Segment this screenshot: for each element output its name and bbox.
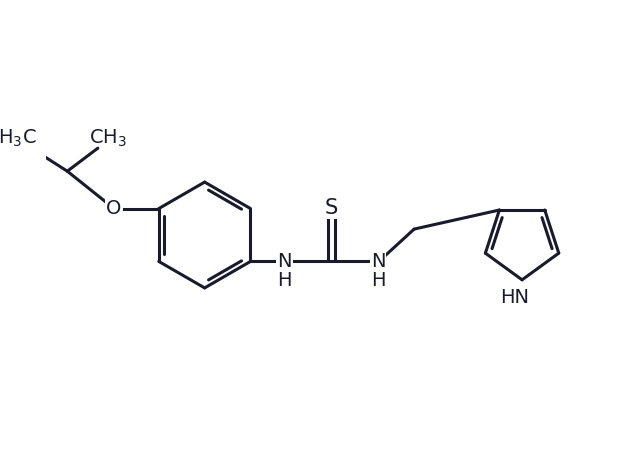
Text: O: O	[106, 199, 122, 218]
Text: H: H	[277, 271, 292, 290]
Text: N: N	[277, 252, 292, 271]
Text: N: N	[371, 252, 385, 271]
Text: CH$_3$: CH$_3$	[89, 128, 127, 149]
Text: S: S	[324, 198, 338, 218]
Text: H: H	[371, 271, 385, 290]
Text: HN: HN	[500, 288, 529, 307]
Text: H$_3$C: H$_3$C	[0, 128, 37, 149]
